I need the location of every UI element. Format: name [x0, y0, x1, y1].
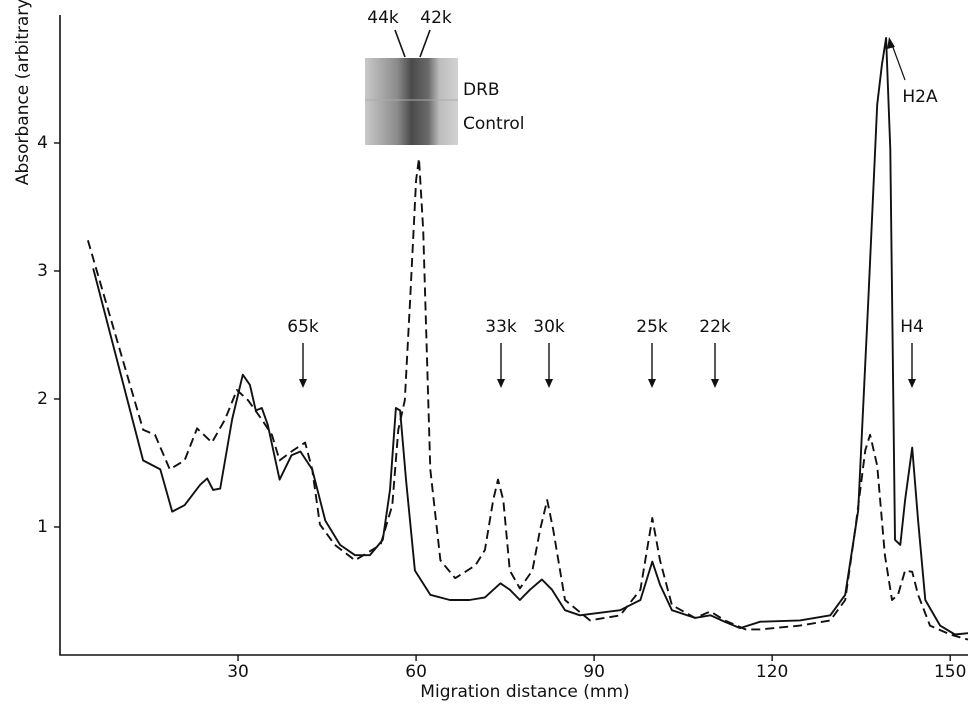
x-tick-label: 30 — [227, 662, 249, 682]
peak-label: 30k — [533, 317, 565, 337]
inset-lane-label: Control — [463, 114, 524, 134]
data-line — [86, 157, 969, 641]
inset-lane-label: DRB — [463, 80, 500, 100]
y-tick-label: 4 — [37, 133, 48, 153]
y-tick-label: 1 — [37, 517, 48, 537]
peak-pointer — [890, 41, 906, 81]
peak-label: 65k — [287, 317, 319, 337]
inset-pointer — [394, 29, 406, 58]
peak-label: 33k — [485, 317, 517, 337]
x-axis-label: Migration distance (mm) — [420, 682, 629, 702]
y-axis-label: Absorbance (arbitrary units) — [13, 0, 33, 185]
peak-label: H4 — [900, 317, 924, 337]
gel-inset — [365, 58, 458, 145]
x-tick-label: 60 — [405, 662, 427, 682]
peak-arrowhead — [648, 379, 656, 388]
x-tick-label: 120 — [756, 662, 788, 682]
peak-label: 25k — [636, 317, 668, 337]
peak-label: H2A — [902, 87, 938, 107]
peak-arrowhead — [711, 379, 719, 388]
inset-band-label: 42k — [420, 8, 452, 28]
x-tick-label: 150 — [934, 662, 966, 682]
peak-arrowhead — [299, 379, 307, 388]
inset-band-label: 44k — [367, 8, 399, 28]
peak-arrowhead — [908, 379, 916, 388]
peak-arrowhead — [887, 37, 895, 49]
peak-label: 22k — [699, 317, 731, 337]
data-line — [92, 37, 969, 636]
peak-arrowhead — [545, 379, 553, 388]
x-tick-label: 90 — [583, 662, 605, 682]
axes — [59, 15, 968, 656]
peak-arrowhead — [497, 379, 505, 388]
y-tick-label: 3 — [37, 261, 48, 281]
y-tick-label: 2 — [37, 389, 48, 409]
inset-pointer — [419, 29, 431, 58]
